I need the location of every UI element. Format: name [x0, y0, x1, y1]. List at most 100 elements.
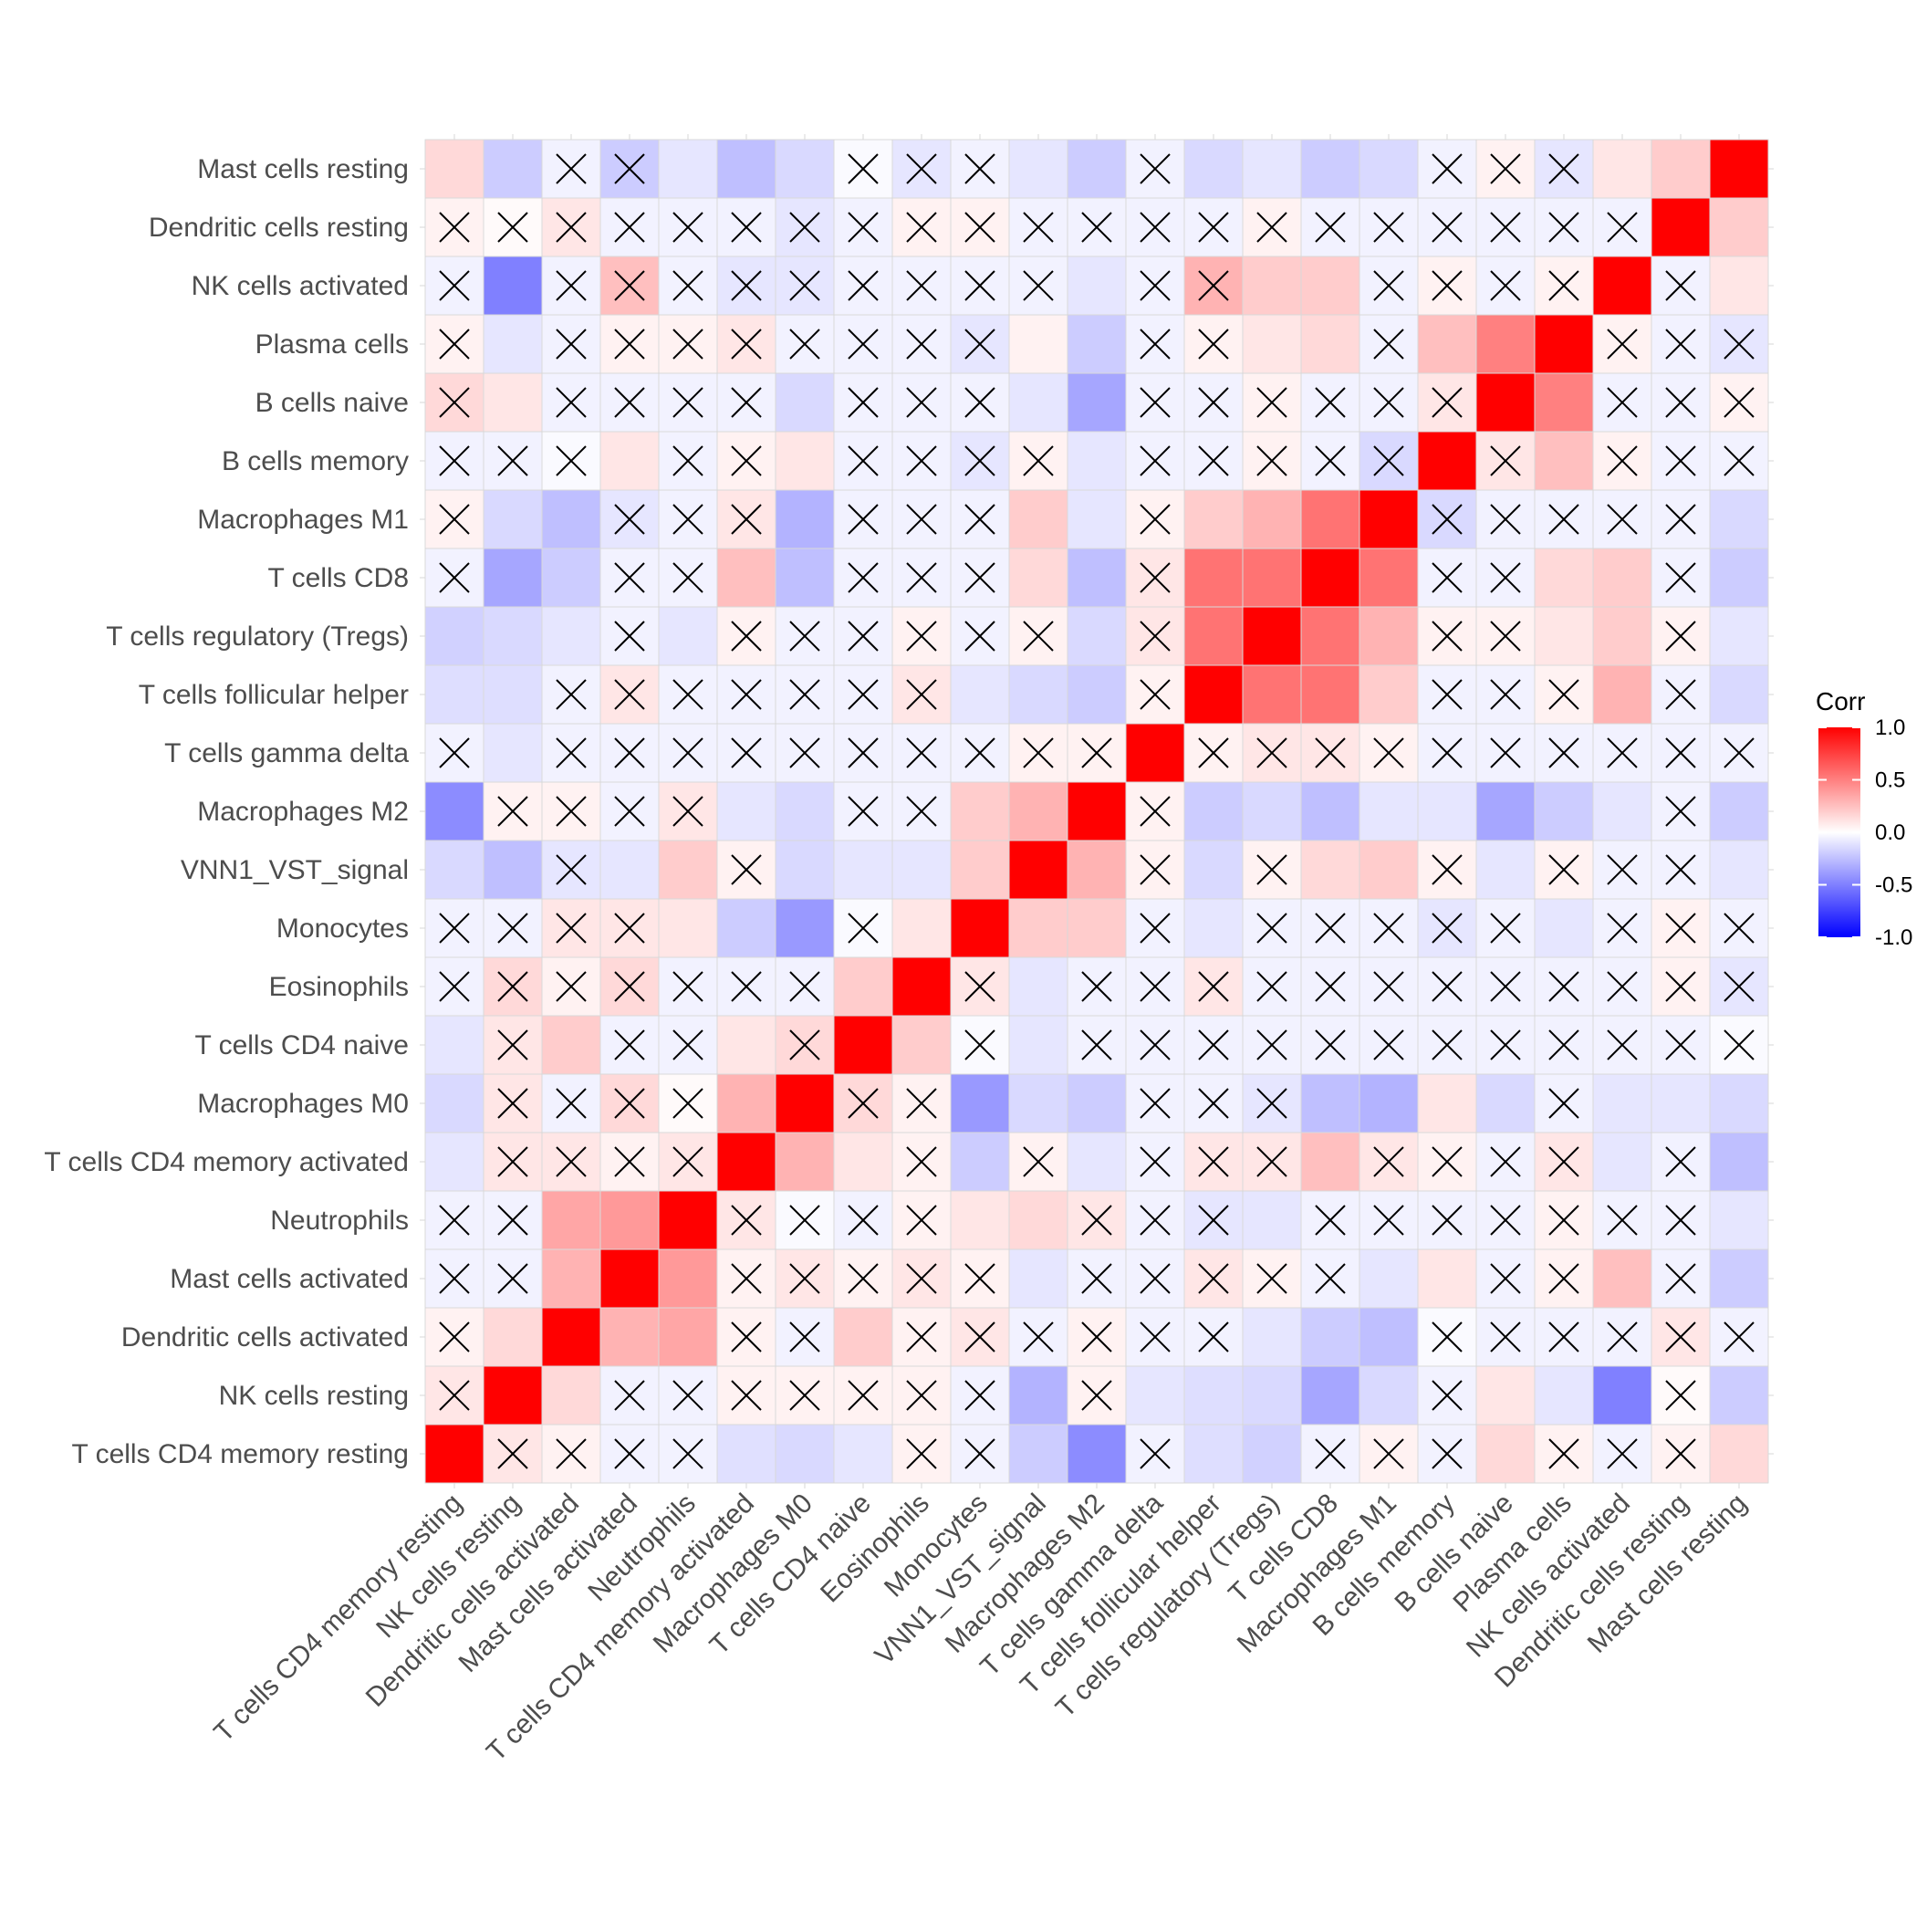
heatmap-cell [1183, 489, 1244, 549]
heatmap-cell [1417, 781, 1477, 841]
insignificant-cross-mark [1256, 971, 1287, 1002]
heatmap-cell [424, 139, 484, 199]
y-tick-label: Macrophages M2 [197, 797, 409, 827]
insignificant-cross-mark [1140, 1029, 1171, 1060]
insignificant-cross-mark [614, 679, 645, 710]
heatmap-cell [1008, 139, 1068, 199]
heatmap-cell [1008, 372, 1068, 433]
insignificant-cross-mark [964, 212, 995, 243]
insignificant-cross-mark [1724, 737, 1755, 768]
insignificant-cross-mark [1490, 1321, 1521, 1352]
heatmap-cell [1008, 489, 1068, 549]
y-tick-label: Monocytes [276, 914, 409, 944]
heatmap-cell [1242, 548, 1302, 608]
insignificant-cross-mark [1140, 679, 1171, 710]
y-tick-label: T cells CD8 [268, 563, 409, 593]
heatmap-cell [483, 256, 543, 316]
insignificant-cross-mark [848, 329, 879, 360]
heatmap-cell [1183, 840, 1244, 900]
heatmap-cell [950, 664, 1010, 725]
heatmap-cell [1067, 840, 1127, 900]
insignificant-cross-mark [1198, 445, 1229, 476]
insignificant-cross-mark [614, 1380, 645, 1411]
heatmap-cell [1592, 1248, 1652, 1309]
insignificant-cross-mark [1724, 913, 1755, 944]
insignificant-cross-mark [848, 212, 879, 243]
insignificant-cross-mark [1140, 270, 1171, 301]
heatmap-cell [1709, 139, 1769, 199]
heatmap-cell [1417, 1248, 1477, 1309]
heatmap-cell [1300, 1073, 1360, 1133]
y-tick-label: T cells follicular helper [139, 680, 409, 710]
insignificant-cross-mark [1140, 1321, 1171, 1352]
insignificant-cross-mark [556, 445, 587, 476]
heatmap-cell [1067, 489, 1127, 549]
legend-title: Corr [1816, 687, 1865, 715]
y-tick-label: Mast cells activated [170, 1264, 409, 1294]
heatmap-cell [1651, 197, 1711, 257]
insignificant-cross-mark [1490, 153, 1521, 184]
insignificant-cross-mark [906, 1380, 937, 1411]
insignificant-cross-mark [439, 913, 470, 944]
heatmap-cell [1008, 1190, 1068, 1250]
heatmap-cell [1242, 781, 1302, 841]
insignificant-cross-mark [1315, 1205, 1346, 1236]
insignificant-cross-mark [1432, 387, 1463, 418]
insignificant-cross-mark [731, 737, 762, 768]
insignificant-cross-mark [1548, 1088, 1579, 1119]
heatmap-cell [950, 1190, 1010, 1250]
insignificant-cross-mark [1607, 387, 1638, 418]
heatmap-cell [541, 548, 601, 608]
legend-tick-label: 1.0 [1875, 715, 1905, 740]
heatmap-cell [541, 1307, 601, 1367]
heatmap-cell [483, 606, 543, 666]
y-tick-label: Neutrophils [270, 1206, 409, 1236]
insignificant-cross-mark [497, 1029, 528, 1060]
heatmap-cell [1709, 1190, 1769, 1250]
heatmap-cell [1242, 1307, 1302, 1367]
insignificant-cross-mark [497, 212, 528, 243]
heatmap-cell [1008, 1015, 1068, 1075]
heatmap-cell [1534, 1365, 1594, 1426]
insignificant-cross-mark [731, 1380, 762, 1411]
heatmap-cell [483, 840, 543, 900]
insignificant-cross-mark [1665, 270, 1696, 301]
insignificant-cross-mark [439, 329, 470, 360]
insignificant-cross-mark [1315, 913, 1346, 944]
insignificant-cross-mark [731, 212, 762, 243]
insignificant-cross-mark [556, 153, 587, 184]
insignificant-cross-mark [906, 212, 937, 243]
heatmap-cell [1067, 372, 1127, 433]
heatmap-cell [1534, 256, 1594, 316]
heatmap-cell [775, 431, 835, 491]
insignificant-cross-mark [789, 1321, 820, 1352]
insignificant-cross-mark [789, 212, 820, 243]
heatmap-cell [1359, 1307, 1419, 1367]
insignificant-cross-mark [1081, 1380, 1112, 1411]
heatmap-cell [1475, 840, 1536, 900]
insignificant-cross-mark [1140, 1205, 1171, 1236]
heatmap-cell [1067, 431, 1127, 491]
heatmap-cell [1067, 139, 1127, 199]
heatmap-cell [424, 606, 484, 666]
insignificant-cross-mark [1315, 971, 1346, 1002]
heatmap-cell [1067, 1132, 1127, 1192]
heatmap-cell [775, 1073, 835, 1133]
heatmap-cell [1300, 1365, 1360, 1426]
insignificant-cross-mark [672, 270, 703, 301]
heatmap-cell [775, 548, 835, 608]
heatmap-cell [1067, 548, 1127, 608]
heatmap-cell [658, 1190, 718, 1250]
heatmap-cell [1534, 372, 1594, 433]
heatmap-cell [833, 1015, 893, 1075]
insignificant-cross-mark [1256, 1146, 1287, 1177]
insignificant-cross-mark [1548, 1438, 1579, 1469]
heatmap-cell [1008, 314, 1068, 374]
heatmap-cell [424, 840, 484, 900]
heatmap-cell [1183, 548, 1244, 608]
heatmap-cell [716, 1015, 776, 1075]
heatmap-cell [424, 1073, 484, 1133]
insignificant-cross-mark [614, 1146, 645, 1177]
insignificant-cross-mark [1140, 212, 1171, 243]
insignificant-cross-mark [1548, 1029, 1579, 1060]
